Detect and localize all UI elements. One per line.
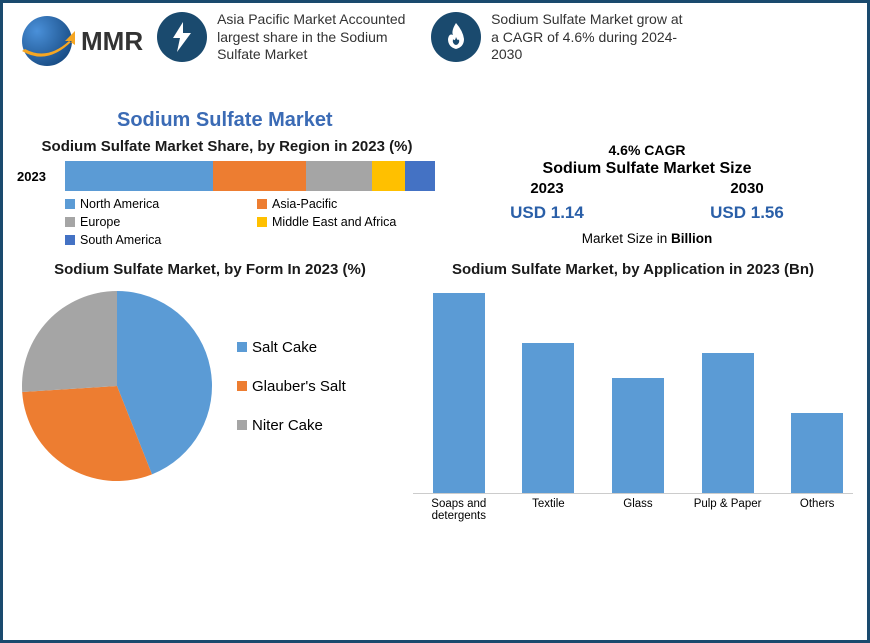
legend-label: Salt Cake: [252, 339, 317, 356]
share-segment: [213, 161, 306, 191]
legend-swatch: [237, 342, 247, 352]
bar: [612, 378, 664, 493]
info-block-2: Sodium Sulfate Market grow at a CAGR of …: [431, 11, 691, 64]
logo: MMR: [17, 11, 143, 71]
share-segment: [405, 161, 435, 191]
legend-swatch: [257, 199, 267, 209]
pie-legend: Salt Cake Glauber's Salt Niter Cake: [237, 339, 346, 434]
legend-item: Europe: [65, 215, 245, 229]
legend-swatch: [65, 235, 75, 245]
bar-wrap: [423, 293, 495, 493]
flame-icon: [431, 12, 481, 62]
pie-svg: [17, 286, 217, 486]
infographic-frame: MMR Asia Pacific Market Accounted larges…: [0, 0, 870, 643]
bar: [522, 343, 574, 493]
info-text-1: Asia Pacific Market Accounted largest sh…: [217, 11, 417, 64]
legend-item: Asia-Pacific: [257, 197, 437, 211]
legend-swatch: [257, 217, 267, 227]
legend-swatch: [65, 217, 75, 227]
globe-icon: [17, 11, 77, 71]
stacked-bar-wrap: 2023: [17, 161, 437, 191]
logo-text: MMR: [81, 26, 143, 57]
mid-row: Sodium Sulfate Market Share, by Region i…: [17, 138, 853, 247]
bar: [791, 413, 843, 493]
legend-label: Niter Cake: [252, 417, 323, 434]
bolt-icon: [157, 12, 207, 62]
share-segment: [306, 161, 373, 191]
legend-swatch: [237, 420, 247, 430]
size-year-1: 2023: [530, 180, 563, 197]
bar-labels: Soaps and detergents Textile Glass Pulp & P…: [413, 498, 853, 522]
size-value-row: USD 1.14 USD 1.56: [447, 203, 847, 223]
size-title: Sodium Sulfate Market Size: [447, 160, 847, 178]
legend-item: Niter Cake: [237, 417, 346, 434]
bar-label: Textile: [513, 498, 585, 522]
bar-wrap: [781, 413, 853, 493]
share-legend: North America Asia-Pacific Europe Middle Ea…: [65, 197, 437, 247]
legend-label: Europe: [80, 215, 120, 229]
size-unit: Market Size in Billion: [447, 231, 847, 246]
bar-wrap: [513, 343, 585, 493]
legend-label: South America: [80, 233, 161, 247]
size-val-2: USD 1.56: [710, 203, 784, 223]
bars-area: [413, 284, 853, 494]
bar-wrap: [692, 353, 764, 493]
bottom-row: Sodium Sulfate Market, by Form In 2023 (…: [17, 261, 853, 522]
size-val-1: USD 1.14: [510, 203, 584, 223]
header-row: MMR Asia Pacific Market Accounted larges…: [17, 11, 853, 101]
legend-swatch: [65, 199, 75, 209]
info-text-2: Sodium Sulfate Market grow at a CAGR of …: [491, 11, 691, 64]
bar-label: Soaps and detergents: [423, 498, 495, 522]
pie-slice: [22, 291, 117, 392]
bar-label: Glass: [602, 498, 674, 522]
legend-label: Glauber's Salt: [252, 378, 346, 395]
bar: [702, 353, 754, 493]
share-chart-title: Sodium Sulfate Market Share, by Region i…: [17, 138, 437, 155]
unit-prefix: Market Size in: [582, 231, 671, 246]
unit-bold: Billion: [671, 231, 712, 246]
share-year-label: 2023: [17, 169, 57, 184]
bar-label: Others: [781, 498, 853, 522]
legend-swatch: [237, 381, 247, 391]
legend-label: North America: [80, 197, 159, 211]
bar-chart: Sodium Sulfate Market, by Application in…: [413, 261, 853, 522]
pie-chart-title: Sodium Sulfate Market, by Form In 2023 (…: [17, 261, 403, 278]
size-year-2: 2030: [730, 180, 763, 197]
legend-item: Middle East and Africa: [257, 215, 437, 229]
legend-item: South America: [65, 233, 245, 247]
legend-label: Asia-Pacific: [272, 197, 337, 211]
legend-item: Salt Cake: [237, 339, 346, 356]
size-year-row: 2023 2030: [447, 180, 847, 197]
bar: [433, 293, 485, 493]
main-title: Sodium Sulfate Market: [117, 109, 853, 132]
bar-label: Pulp & Paper: [692, 498, 764, 522]
share-segment: [65, 161, 213, 191]
share-chart: Sodium Sulfate Market Share, by Region i…: [17, 138, 437, 247]
pie-chart: Sodium Sulfate Market, by Form In 2023 (…: [17, 261, 403, 522]
info-block-1: Asia Pacific Market Accounted largest sh…: [157, 11, 417, 64]
cagr-label: 4.6% CAGR: [447, 142, 847, 158]
stacked-bar: [65, 161, 435, 191]
market-size-block: 4.6% CAGR Sodium Sulfate Market Size 202…: [447, 138, 847, 247]
bar-chart-title: Sodium Sulfate Market, by Application in…: [413, 261, 853, 278]
legend-item: Glauber's Salt: [237, 378, 346, 395]
share-segment: [372, 161, 405, 191]
legend-label: Middle East and Africa: [272, 215, 396, 229]
legend-item: North America: [65, 197, 245, 211]
bar-wrap: [602, 378, 674, 493]
